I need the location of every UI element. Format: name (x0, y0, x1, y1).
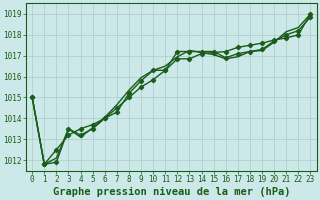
X-axis label: Graphe pression niveau de la mer (hPa): Graphe pression niveau de la mer (hPa) (52, 186, 290, 197)
